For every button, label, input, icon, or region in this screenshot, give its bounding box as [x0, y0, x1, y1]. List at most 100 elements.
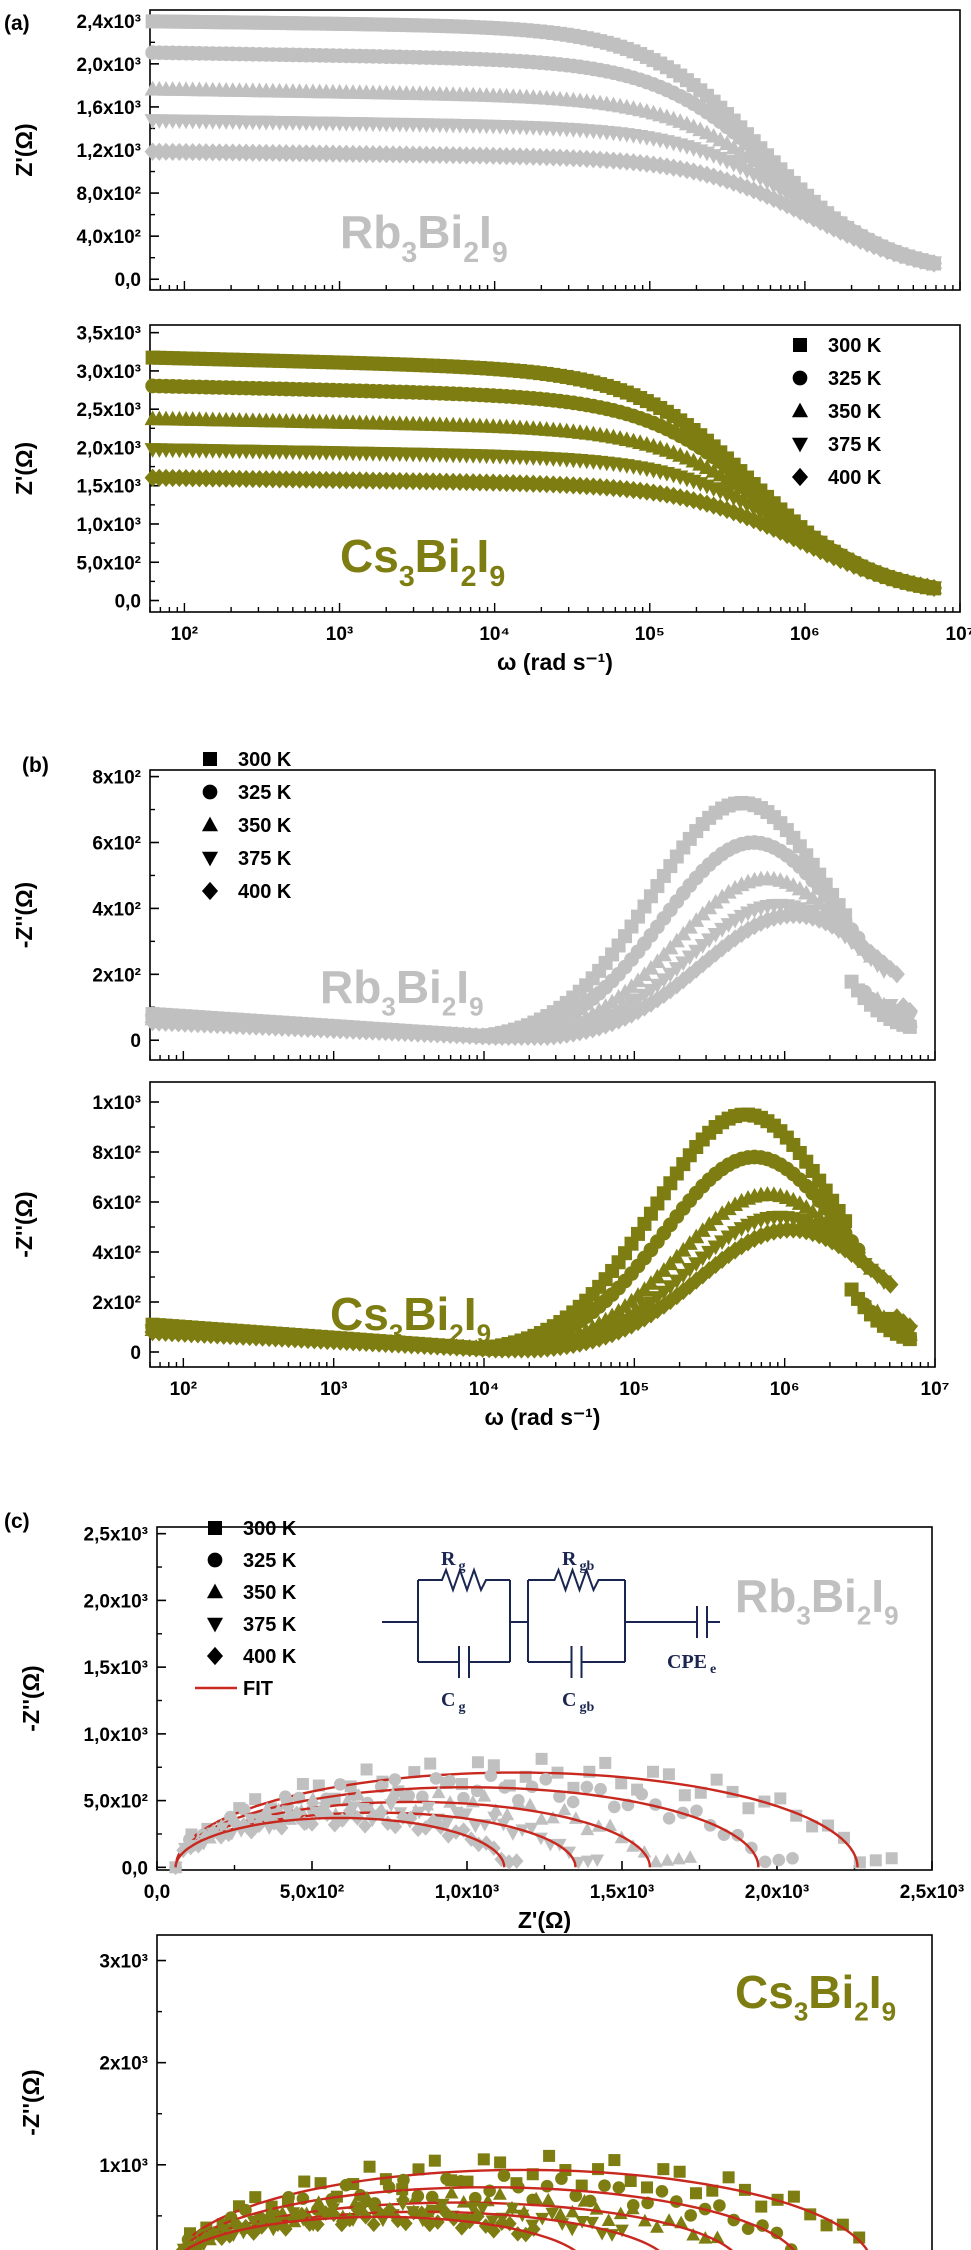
y-tick-label: 1,2x10³ [77, 141, 141, 162]
x-tick-label: 10⁶ [790, 624, 820, 645]
data-point [470, 2208, 485, 2225]
data-point [713, 2199, 726, 2212]
data-point [720, 883, 737, 899]
data-point [310, 2216, 325, 2233]
fit-curve [183, 2215, 577, 2250]
plot-b1: 0 2x10² 4x10² 6x10² 8x10² -Z''(Ω) Rb3Bi2I9 [11, 768, 936, 1061]
legend-marker [793, 338, 807, 352]
y-tick-label: 4x10² [92, 1243, 141, 1264]
data-point [674, 2215, 689, 2229]
x-tick-label: 10⁷ [921, 1379, 950, 1400]
data-point [540, 2179, 554, 2193]
data-point [305, 1816, 319, 1832]
legend-label: 325 K [243, 1550, 297, 1572]
data-point [259, 1808, 274, 1825]
x-tick-label: 10⁴ [469, 1379, 500, 1400]
y-tick-label: 0 [130, 1343, 141, 1364]
data-point [615, 2224, 629, 2238]
y-axis-label: -Z''(Ω) [18, 2069, 44, 2135]
data-point [594, 1782, 607, 1796]
y-tick-label: 1x10³ [92, 1093, 141, 1114]
data-point [718, 171, 736, 190]
legend-marker [206, 1617, 224, 1633]
data-point [686, 2227, 701, 2241]
y-tick-label: 2,5x10³ [77, 400, 141, 421]
data-point [879, 242, 896, 261]
legend-a: 300 K 325 K 350 K 375 K 400 K [791, 335, 882, 489]
data-point [230, 2218, 245, 2234]
data-point [662, 1811, 676, 1825]
y-tick-label: 1,5x10³ [77, 477, 141, 498]
data-point [289, 1805, 304, 1822]
data-point [759, 509, 776, 524]
data-point [239, 2203, 252, 2217]
data-point [388, 1818, 403, 1835]
y-tick-label: 1,0x10³ [84, 1725, 148, 1746]
data-point [553, 2207, 568, 2220]
data-point [825, 219, 842, 238]
data-point [690, 1804, 703, 1818]
data-point [786, 1851, 799, 1865]
data-point [360, 2190, 374, 2204]
data-point [523, 1797, 538, 1811]
legend-label: 300 K [828, 335, 882, 357]
x-tick-label: 1,0x10³ [435, 1882, 499, 1903]
data-point [637, 1845, 652, 1858]
data-point [363, 2160, 376, 2173]
data-point [440, 2172, 453, 2186]
data-point [671, 1851, 686, 1865]
y-tick-label: 2,0x10³ [84, 1591, 148, 1612]
data-point [837, 1831, 850, 1844]
data-point [852, 559, 869, 578]
data-point [681, 1276, 698, 1295]
y-tick-label: 3x10³ [99, 1952, 148, 1973]
data-point [849, 1249, 867, 1268]
data-point [755, 2200, 768, 2213]
plot-c2: 01x10³2x10³3x10³01x10³2x10³3x10³-Z''(Ω)Z… [18, 1934, 933, 2250]
plot-frame-b1 [149, 769, 936, 1061]
y-tick-label: 3,0x10³ [77, 362, 141, 383]
data-point [412, 2163, 425, 2176]
data-point [497, 2169, 511, 2182]
data-point [342, 1802, 357, 1819]
data-point [785, 191, 802, 207]
y-tick-label: 2,4x10³ [77, 12, 141, 33]
y-tick-label: 2,5x10³ [84, 1525, 148, 1546]
y-axis-label: -Z''(Ω) [18, 1665, 44, 1731]
data-point [216, 2224, 231, 2238]
x-tick-label: 10³ [320, 1379, 347, 1400]
y-tick-label: 1,0x10³ [77, 515, 141, 536]
legend-label: 350 K [243, 1582, 297, 1604]
legend-marker [201, 881, 219, 901]
data-point [435, 2198, 450, 2212]
y-tick-label: 8x10² [92, 768, 141, 789]
x-tick-label: 10² [171, 624, 198, 645]
legend-label: 350 K [238, 815, 292, 837]
data-point [675, 971, 692, 990]
data-point [249, 2191, 262, 2204]
legend-label: 375 K [828, 434, 882, 456]
data-point [655, 2185, 669, 2198]
data-point [524, 1822, 539, 1836]
data-point [770, 2226, 784, 2240]
data-point [237, 1803, 251, 1816]
x-tick-label: 0,0 [144, 1882, 170, 1903]
series-a1-3 [144, 114, 943, 272]
data-point [374, 2207, 389, 2224]
plot-frame-a2 [149, 324, 961, 613]
data-point [817, 913, 834, 932]
data-point [373, 1804, 388, 1821]
data-point [350, 2202, 365, 2218]
data-point [543, 2149, 556, 2162]
data-point [601, 2213, 616, 2227]
y-tick-label: 4x10² [92, 899, 141, 920]
data-point [444, 2185, 459, 2199]
data-point [408, 1766, 421, 1779]
series-c1-4 [168, 1802, 524, 1876]
data-point [745, 1841, 758, 1855]
y-tick-label: 1x10³ [99, 2156, 148, 2177]
legend-marker [207, 1552, 223, 1568]
data-point [745, 181, 762, 200]
data-point [745, 510, 762, 530]
